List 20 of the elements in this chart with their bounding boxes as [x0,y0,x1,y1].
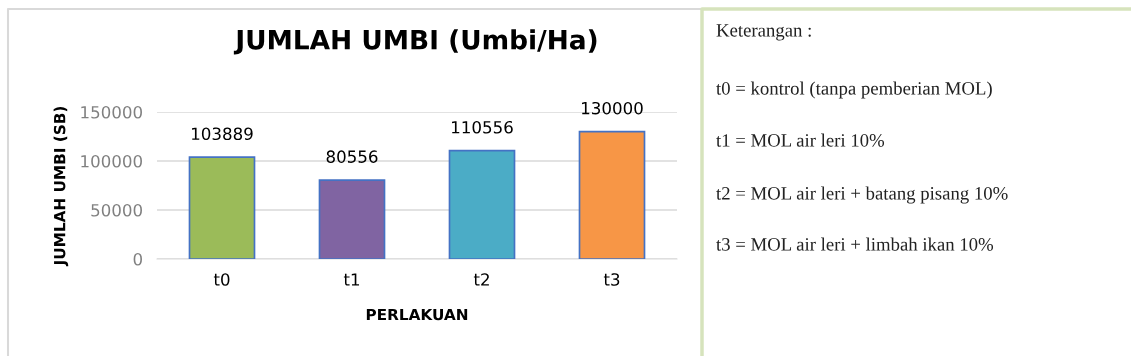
data-label: 103889 [192,127,253,141]
y-tick-label: 100000 [81,154,142,168]
text: t0 = kontrol (tanpa pemberian MOL) [716,81,992,99]
x-tick-label: t0 [213,273,230,286]
chart-title: JUMLAH UMBI (Umbi/Ha) [233,29,597,55]
y-tick-label: 50000 [91,203,142,217]
y-tick-label: 0 [133,252,142,266]
x-tick-label: t1 [343,273,360,286]
data-label: 110556 [452,120,513,134]
text: t2 = MOL air leri + batang pisang 10% [716,186,1008,204]
x-axis-title: PERLAKUAN [366,308,468,321]
y-tick-label: 150000 [81,105,142,119]
x-tick-label: t3 [603,273,620,286]
text: t1 = MOL air leri 10% [716,133,885,147]
text: t3 = MOL air leri + limbah ikan 10% [716,237,994,251]
text: Keterangan : [716,24,811,41]
x-tick-label: t2 [473,273,489,286]
data-label: 80556 [326,150,378,163]
y-axis-title: JUMLAH UMBI (SB) [53,106,69,267]
data-label: 130000 [582,101,643,115]
